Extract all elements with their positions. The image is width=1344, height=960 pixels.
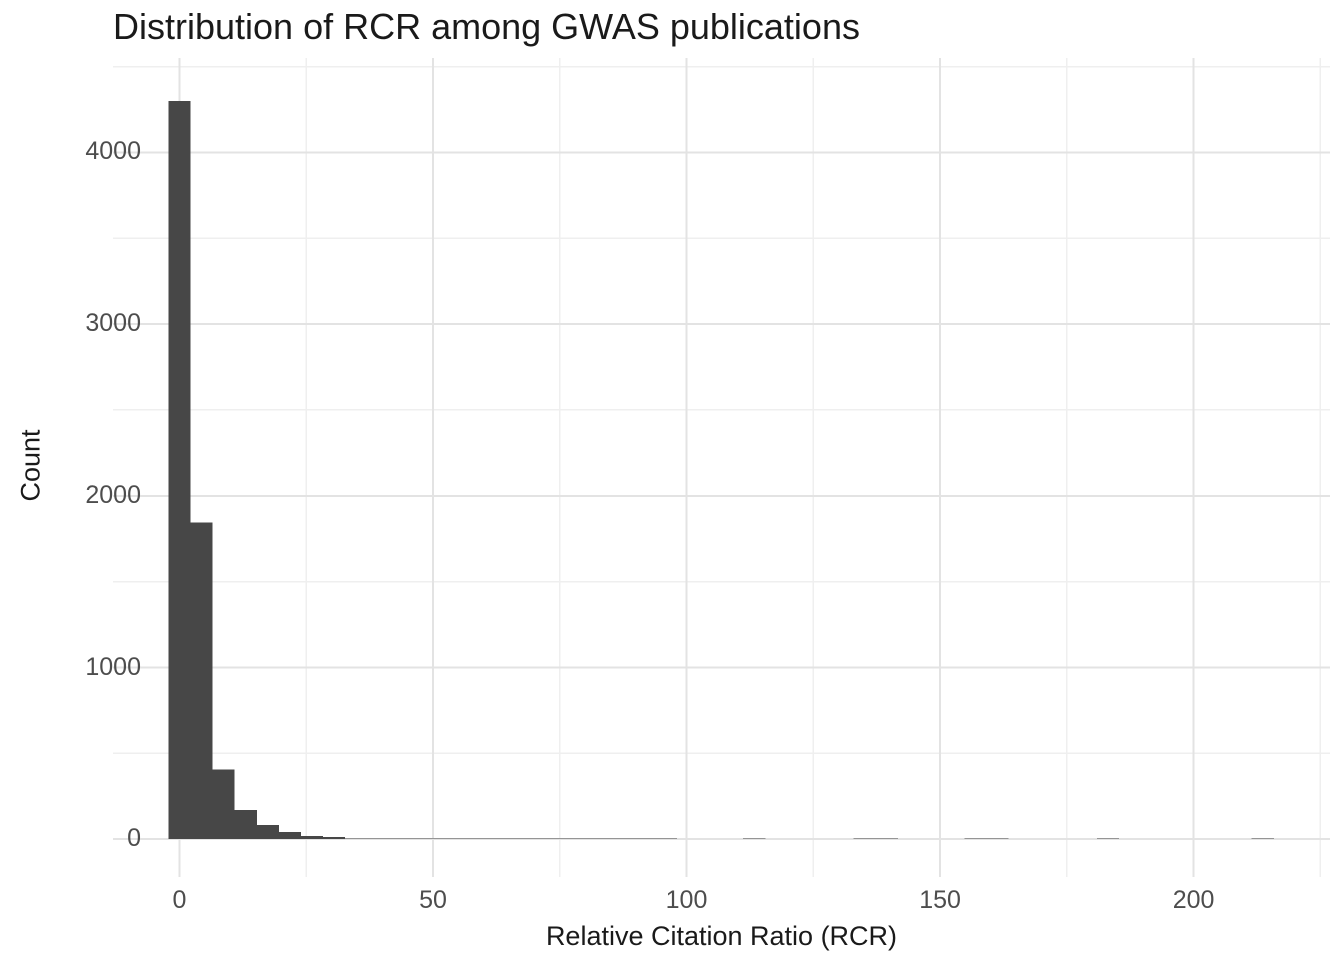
histogram-bar	[323, 837, 346, 840]
histogram-bar	[853, 837, 876, 840]
histogram-bar	[566, 837, 589, 840]
histogram-bar	[986, 837, 1009, 840]
histogram-bar	[256, 825, 279, 840]
histogram-bar	[190, 522, 213, 840]
histogram-bar	[433, 837, 456, 840]
histogram-bar	[964, 837, 987, 840]
histogram-bar	[301, 835, 324, 840]
y-axis-title-text: Count	[15, 428, 46, 502]
histogram-bar	[168, 100, 191, 840]
y-tick-label: 4000	[85, 137, 141, 166]
y-tick-label: 0	[127, 824, 141, 853]
y-tick-label: 2000	[85, 480, 141, 509]
histogram-bar	[477, 837, 501, 840]
histogram-bar	[234, 810, 257, 840]
histogram-bar	[278, 832, 302, 840]
histogram-bar	[1251, 837, 1274, 840]
histogram-bar	[875, 837, 898, 840]
histogram-bar	[389, 837, 412, 840]
histogram-bar	[588, 837, 611, 840]
histogram-bar	[632, 837, 655, 840]
histogram-bar	[411, 837, 434, 840]
histogram-bar	[1096, 837, 1120, 840]
y-axis-title: Count	[2, 350, 60, 580]
histogram-bar	[610, 837, 633, 840]
x-axis-title: Relative Citation Ratio (RCR)	[545, 921, 898, 951]
y-tick-label: 3000	[85, 309, 141, 338]
histogram-bar	[455, 837, 478, 840]
histogram-bar	[500, 837, 523, 840]
x-tick-label: 100	[665, 886, 708, 914]
x-tick-label: 150	[919, 886, 961, 914]
y-tick-label: 1000	[85, 652, 141, 681]
x-tick-label: 0	[172, 886, 187, 914]
histogram-bar	[544, 837, 567, 840]
histogram-bar	[654, 837, 677, 840]
histogram-bar	[367, 837, 390, 840]
histogram-bar	[743, 837, 766, 840]
histogram-bar	[345, 837, 368, 840]
histogram-bar	[522, 837, 545, 840]
plot-title: Distribution of RCR among GWAS publicati…	[113, 6, 860, 47]
x-tick-label: 50	[419, 886, 447, 914]
x-tick-label: 200	[1172, 886, 1215, 914]
histogram-bar	[212, 769, 235, 840]
